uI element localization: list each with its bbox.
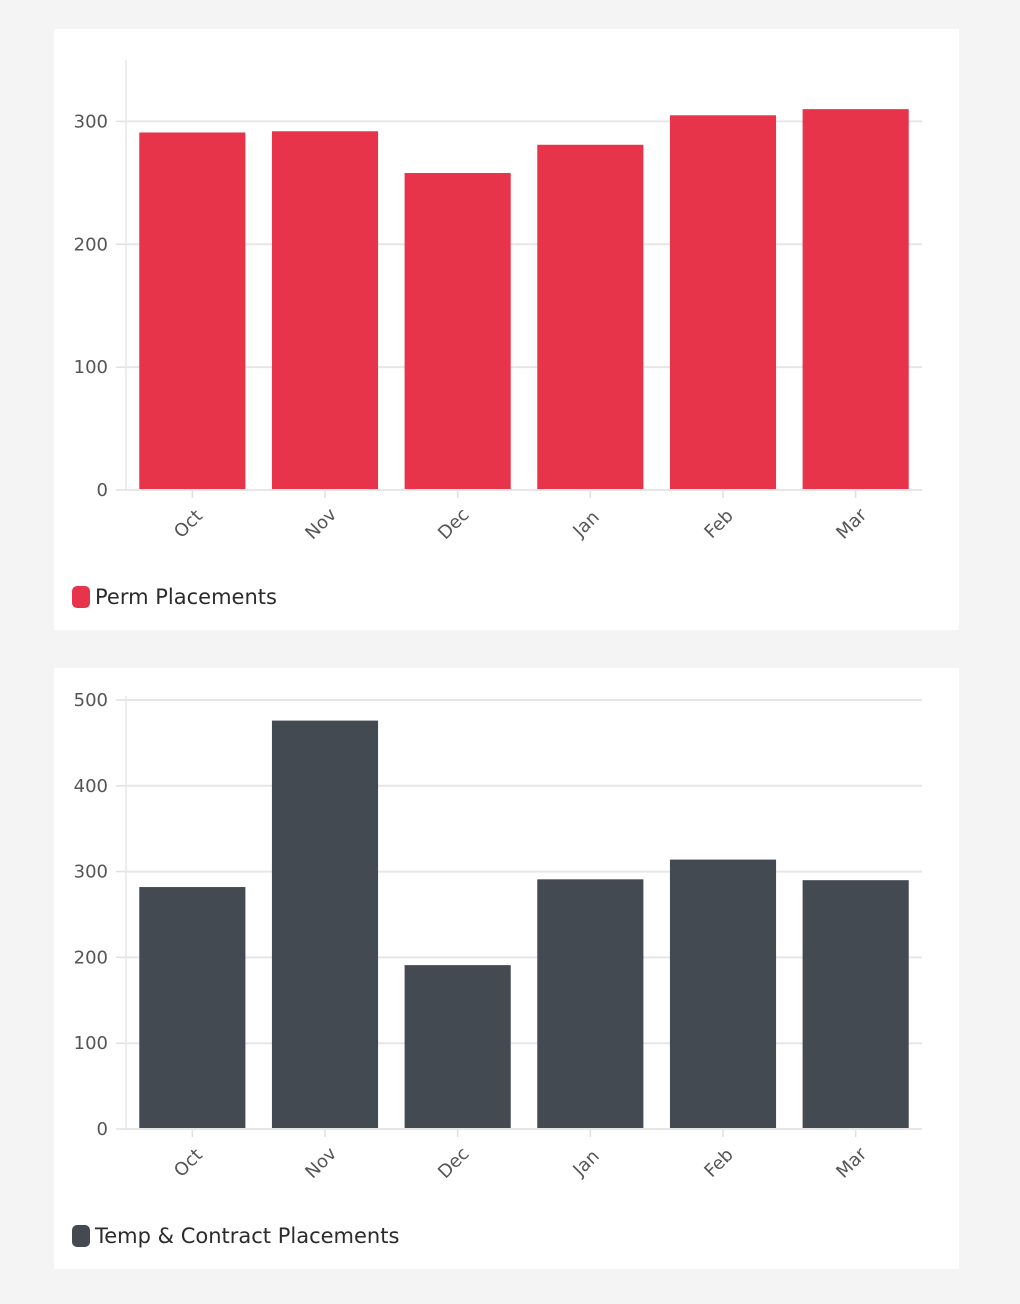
- x-tick-label: Nov: [301, 1143, 341, 1183]
- bar: [537, 879, 644, 1129]
- x-tick-label: Oct: [170, 1145, 207, 1182]
- bar: [139, 887, 246, 1129]
- legend-swatch: [72, 586, 90, 608]
- x-tick-label: Oct: [170, 506, 207, 543]
- x-tick-label: Mar: [832, 504, 871, 543]
- legend-label: Temp & Contract Placements: [95, 1224, 400, 1248]
- chart-legend[interactable]: Perm Placements: [72, 585, 277, 609]
- y-tick-label: 200: [74, 947, 108, 968]
- bar: [802, 880, 909, 1129]
- bar: [271, 131, 379, 490]
- x-tick-label: Jan: [569, 507, 604, 542]
- y-tick-label: 200: [74, 234, 108, 255]
- y-tick-label: 300: [74, 111, 108, 132]
- bar: [802, 109, 909, 491]
- x-tick-label: Jan: [569, 1146, 604, 1181]
- bar: [669, 115, 777, 491]
- bar: [271, 720, 379, 1129]
- x-tick-label: Feb: [700, 1144, 737, 1181]
- y-tick-label: 100: [74, 357, 108, 378]
- x-tick-label: Dec: [434, 1143, 473, 1182]
- x-tick-label: Feb: [700, 505, 737, 542]
- bar: [537, 144, 644, 490]
- perm-placements-chart-card: 0 100 200 300 Oct Nov Dec Jan Feb Mar Perm Placem…: [54, 29, 959, 630]
- y-tick-label: 0: [97, 1119, 108, 1140]
- y-tick-label: 400: [74, 776, 108, 797]
- bar: [139, 132, 246, 490]
- y-tick-label: 500: [74, 690, 108, 711]
- x-tick-label: Nov: [301, 504, 341, 544]
- x-tick-label: Dec: [434, 504, 473, 543]
- legend-label: Perm Placements: [95, 585, 277, 609]
- legend-swatch: [72, 1225, 90, 1247]
- bar: [404, 173, 511, 490]
- bar: [669, 859, 777, 1129]
- perm-placements-chart: 0 100 200 300 Oct Nov Dec Jan Feb Mar: [74, 60, 922, 544]
- y-tick-label: 300: [74, 862, 108, 883]
- x-tick-label: Mar: [832, 1143, 871, 1182]
- temp-contract-placements-chart-card: 0 100 200 300 400 500 Oct Nov Dec Jan Feb Mar Temp …: [54, 668, 959, 1269]
- temp-contract-placements-chart: 0 100 200 300 400 500 Oct Nov Dec Jan Feb Mar: [74, 690, 922, 1183]
- bar: [404, 965, 511, 1129]
- y-tick-label: 100: [74, 1033, 108, 1054]
- chart-legend[interactable]: Temp & Contract Placements: [72, 1224, 399, 1248]
- y-tick-label: 0: [97, 480, 108, 501]
